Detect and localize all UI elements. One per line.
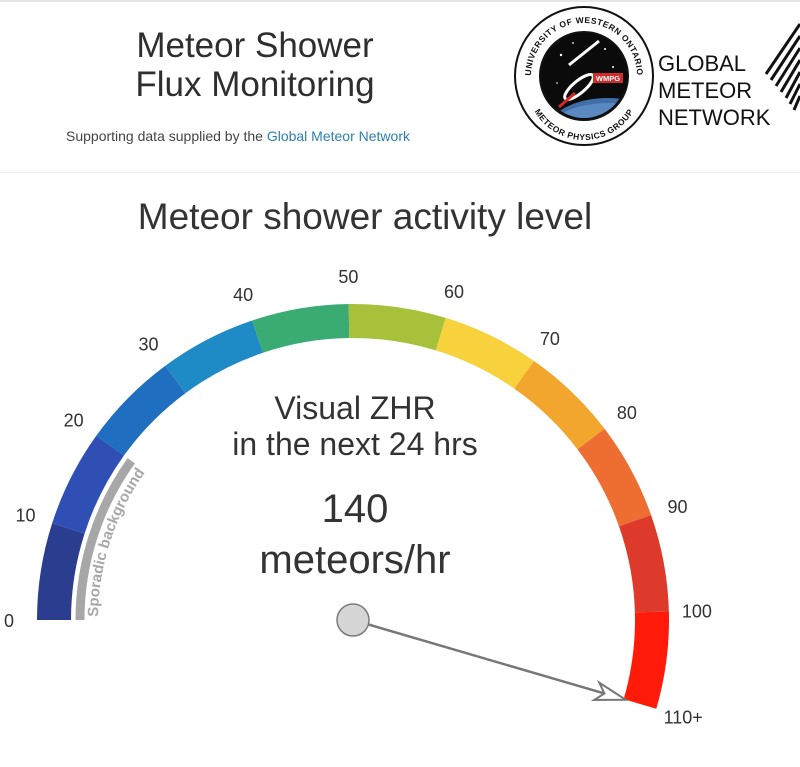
zhr-caption-line-2: in the next 24 hrs	[232, 426, 478, 462]
gauge-segment	[623, 611, 669, 709]
gmn-line-3: NETWORK	[658, 105, 771, 130]
gauge-tick-label: 40	[233, 285, 253, 305]
needle-shaft	[352, 618, 626, 701]
gauge-tick-label: 80	[617, 403, 637, 423]
gauge-tick-label: 20	[64, 410, 84, 430]
gauge-tick-label: 70	[540, 329, 560, 349]
gauge-segment	[37, 523, 85, 620]
gauge-tick-label: 30	[139, 334, 159, 354]
gauge-segment	[96, 365, 186, 456]
gmn-wordmark: GLOBAL METEOR NETWORK	[658, 50, 770, 131]
page-title: Meteor Shower Flux Monitoring	[60, 26, 450, 104]
gauge-segments	[37, 304, 669, 709]
gmn-line-2: METEOR	[658, 78, 753, 103]
gauge-segment	[165, 320, 263, 394]
gauge-segment	[577, 428, 652, 527]
title-line-2: Flux Monitoring	[135, 65, 375, 104]
gauge-tick-label: 10	[16, 506, 36, 526]
gauge-ticks: 0 10 20 30 40 50 60 70 80 90 100 110+	[4, 267, 712, 728]
gauge-tick-label: 50	[338, 267, 358, 287]
gauge-tick-label: 60	[444, 282, 464, 302]
gauge-tick-label: 110+	[664, 708, 703, 728]
tagline: Supporting data supplied by the Global M…	[0, 128, 476, 144]
gauge-segment	[52, 435, 124, 534]
gauge-segment	[348, 304, 446, 351]
sporadic-band	[75, 458, 135, 621]
gauge-segment	[252, 304, 350, 353]
gauge-tick-label: 90	[667, 497, 687, 517]
zhr-value: 140	[321, 487, 389, 531]
wmpg-badge: WMPG	[596, 74, 620, 83]
gauge-tick-label: 100	[682, 602, 712, 622]
gmn-line-1: GLOBAL	[658, 51, 747, 76]
title-line-1: Meteor Shower	[136, 26, 374, 65]
zhr-caption: Visual ZHR in the next 24 hrs	[205, 390, 505, 462]
needle-arrowhead	[590, 679, 629, 701]
gauge-segment	[514, 360, 605, 450]
wmpg-logo[interactable]: WMPG UNIVERSITY OF WESTERN ONTARIO METEO…	[513, 5, 655, 147]
gmn-link[interactable]: Global Meteor Network	[266, 128, 410, 144]
header-divider	[0, 172, 800, 173]
gauge-needle	[336, 603, 629, 701]
page-header: Meteor Shower Flux Monitoring Supporting…	[0, 0, 800, 172]
gmn-stripes-icon	[764, 23, 800, 111]
top-rule	[0, 0, 800, 2]
zhr-caption-line-1: Visual ZHR	[274, 390, 436, 426]
gauge-title: Meteor shower activity level	[137, 196, 593, 237]
gmn-logo[interactable]: GLOBAL METEOR NETWORK	[655, 14, 800, 144]
gauge-segment	[619, 515, 669, 613]
gauge-tick-label: 0	[4, 611, 14, 631]
zhr-unit: meteors/hr	[259, 538, 451, 582]
gauge-segment	[435, 317, 534, 389]
tagline-text: Supporting data supplied by the	[66, 128, 267, 144]
needle-hub	[336, 603, 370, 637]
